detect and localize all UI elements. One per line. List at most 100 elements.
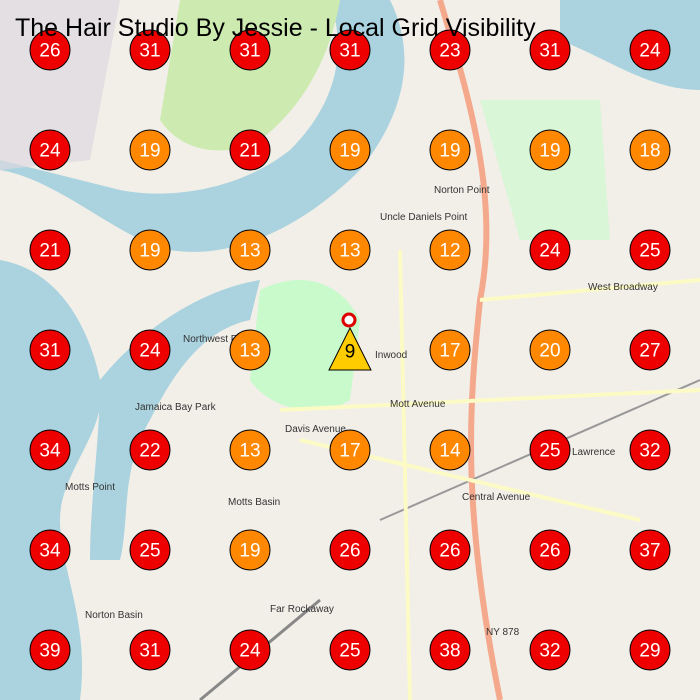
map-label: Norton Point: [434, 185, 490, 196]
rank-label: 25: [539, 441, 560, 462]
rank-label: 17: [439, 341, 460, 362]
rank-label: 12: [439, 241, 460, 262]
rank-marker: [129, 129, 171, 171]
map-label: Davis Avenue: [285, 424, 346, 435]
rank-marker: [529, 629, 571, 671]
rank-label: 31: [139, 41, 160, 62]
rank-marker: [29, 129, 71, 171]
rank-marker: [329, 129, 371, 171]
rank-marker: [329, 429, 371, 471]
rank-label: 21: [39, 241, 60, 262]
rank-marker: [529, 429, 571, 471]
rank-label: 26: [339, 541, 360, 562]
visibility-grid: 26 31 31 31 23 31 24 24 19 21 19 19 19 18 21 19 13 13 12 24…: [29, 29, 671, 671]
map-label: Central Avenue: [462, 492, 531, 503]
rank-marker: [29, 529, 71, 571]
rank-marker: [429, 329, 471, 371]
rank-marker: [329, 29, 371, 71]
rank-label: 13: [239, 241, 260, 262]
rank-marker: [229, 229, 271, 271]
rank-label: 26: [539, 541, 560, 562]
rank-marker: [129, 429, 171, 471]
rank-label: 27: [639, 341, 660, 362]
rank-marker: [329, 529, 371, 571]
rank-marker: [29, 629, 71, 671]
rank-marker: [129, 629, 171, 671]
rank-label: 26: [39, 41, 60, 62]
title: The Hair Studio By Jessie - Local Grid V…: [15, 14, 536, 42]
rank-marker: [429, 529, 471, 571]
rank-marker: [629, 429, 671, 471]
water: [560, 0, 700, 90]
rank-label: 23: [439, 41, 460, 62]
rank-marker: [429, 629, 471, 671]
rank-label: 25: [339, 641, 360, 662]
rank-label: 37: [639, 541, 660, 562]
rank-marker: [329, 229, 371, 271]
map-label: NY 878: [486, 627, 520, 638]
rank-marker: [229, 29, 271, 71]
rank-label: 31: [339, 41, 360, 62]
rank-marker: [529, 529, 571, 571]
airport: [0, 0, 120, 170]
rank-marker: [529, 129, 571, 171]
rank-marker: [29, 429, 71, 471]
rank-marker: [629, 329, 671, 371]
rank-marker: [429, 229, 471, 271]
business-pin: [341, 312, 357, 328]
rank-label: 24: [539, 241, 561, 262]
park: [480, 100, 610, 240]
rank-label: 34: [39, 441, 61, 462]
rank-label: 25: [639, 241, 660, 262]
rank-label: 14: [439, 441, 461, 462]
map-label: West Broadway: [588, 282, 658, 293]
rank-marker: [229, 129, 271, 171]
map-label: Lawrence: [572, 447, 616, 458]
rank-label: 9: [345, 342, 356, 363]
rank-label: 22: [139, 441, 160, 462]
rank-label: 24: [639, 41, 661, 62]
highway: [437, 0, 503, 700]
rank-label: 39: [39, 641, 60, 662]
rank-marker: [529, 29, 571, 71]
rank-label: 21: [239, 141, 260, 162]
rank-label: 38: [439, 641, 460, 662]
rank-label: 20: [539, 341, 560, 362]
rank-label: 26: [439, 541, 460, 562]
rank-label: 24: [239, 641, 261, 662]
rank-label: 24: [39, 141, 61, 162]
rank-marker: [429, 429, 471, 471]
road: [279, 249, 700, 700]
map-label: Motts Point: [65, 482, 115, 493]
rank-label: 32: [639, 441, 660, 462]
rank-label: 24: [139, 341, 161, 362]
rank-label: 19: [339, 141, 360, 162]
rank-label: 19: [239, 541, 260, 562]
rank-marker: [328, 326, 372, 371]
rank-label: 29: [639, 641, 660, 662]
rank-marker: [229, 529, 271, 571]
rank-label: 17: [339, 441, 360, 462]
map-label: Inwood: [375, 350, 407, 361]
map-label: Motts Basin: [228, 497, 280, 508]
rank-marker: [29, 329, 71, 371]
rank-marker: [629, 529, 671, 571]
water: [0, 0, 405, 252]
water: [0, 260, 102, 700]
rank-marker: [429, 129, 471, 171]
rank-label: 19: [139, 241, 160, 262]
map-label: Northwest Point: [183, 334, 254, 345]
map-label: Far Rockaway: [270, 604, 334, 615]
map-label: Jamaica Bay Park: [135, 402, 217, 413]
rank-label: 31: [139, 641, 160, 662]
rank-marker: [529, 329, 571, 371]
rank-marker: [429, 29, 471, 71]
rank-marker: [229, 329, 271, 371]
park: [160, 0, 340, 151]
rank-label: 13: [239, 341, 260, 362]
rank-label: 19: [139, 141, 160, 162]
rank-marker: [129, 529, 171, 571]
rank-label: 31: [239, 41, 260, 62]
rank-label: 25: [139, 541, 160, 562]
